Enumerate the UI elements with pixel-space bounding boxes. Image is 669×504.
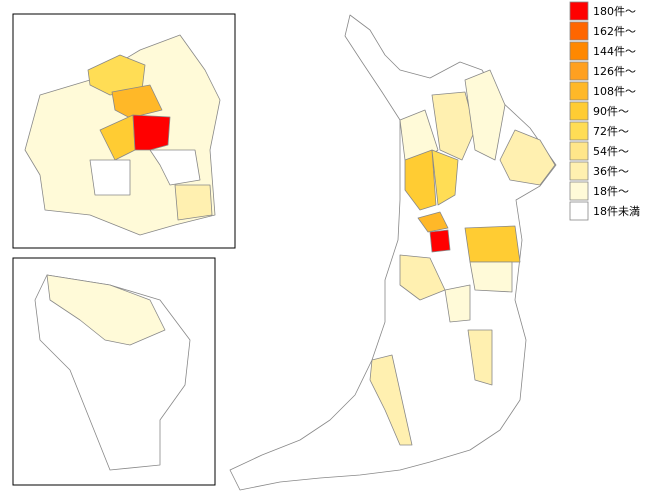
legend-label: 90件～ bbox=[593, 105, 629, 118]
legend-label: 18件未満 bbox=[593, 205, 640, 218]
region bbox=[404, 149, 437, 211]
region bbox=[464, 69, 506, 161]
legend-swatch bbox=[569, 21, 589, 41]
legend-swatch bbox=[569, 181, 589, 201]
region bbox=[444, 284, 471, 323]
region bbox=[111, 84, 163, 119]
legend-label: 162件～ bbox=[593, 25, 636, 38]
inset-frame bbox=[12, 257, 216, 486]
legend-swatch bbox=[569, 161, 589, 181]
legend-label: 180件～ bbox=[593, 5, 636, 18]
legend-label: 108件～ bbox=[593, 85, 636, 98]
region bbox=[469, 261, 513, 293]
region bbox=[499, 129, 556, 186]
region bbox=[46, 274, 166, 346]
region bbox=[417, 211, 449, 233]
legend-swatch bbox=[569, 121, 589, 141]
legend-label: 18件～ bbox=[593, 185, 629, 198]
region bbox=[399, 254, 446, 301]
legend-swatch bbox=[569, 101, 589, 121]
legend-swatch bbox=[569, 141, 589, 161]
legend-swatch bbox=[569, 61, 589, 81]
legend-swatch bbox=[569, 201, 589, 221]
region bbox=[89, 159, 131, 196]
region bbox=[467, 329, 493, 386]
region bbox=[174, 184, 213, 221]
legend-label: 144件～ bbox=[593, 45, 636, 58]
prefecture-map bbox=[229, 14, 557, 491]
region bbox=[431, 149, 459, 206]
legend-swatch bbox=[569, 41, 589, 61]
legend: 180件～ 162件～ 144件～ 126件～ 108件～ 90件～ 72件～ 54件～ 36件… bbox=[569, 1, 640, 221]
legend-swatch bbox=[569, 81, 589, 101]
city-inset bbox=[12, 13, 236, 249]
legend-swatch bbox=[569, 1, 589, 21]
south-inset bbox=[12, 257, 216, 486]
region bbox=[429, 229, 451, 253]
region bbox=[132, 114, 171, 151]
legend-label: 36件～ bbox=[593, 165, 629, 178]
legend-label: 72件～ bbox=[593, 125, 629, 138]
region bbox=[369, 354, 413, 446]
region bbox=[431, 91, 476, 161]
region bbox=[464, 225, 521, 263]
legend-label: 126件～ bbox=[593, 65, 636, 78]
inset-frame bbox=[12, 13, 236, 249]
legend-label: 54件～ bbox=[593, 145, 629, 158]
region bbox=[149, 149, 201, 186]
